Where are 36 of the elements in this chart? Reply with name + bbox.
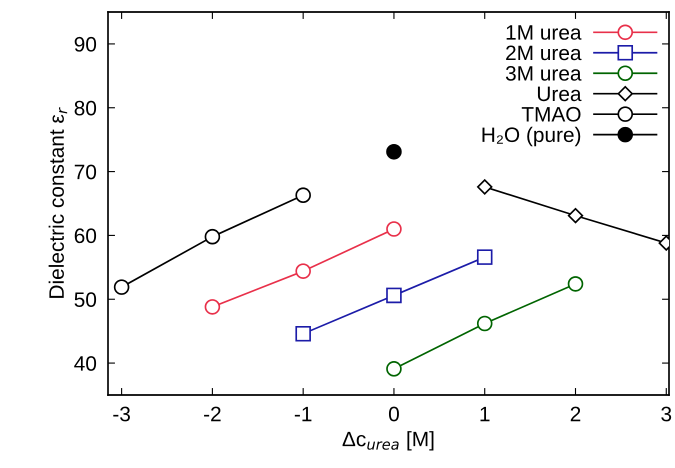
legend-label: 2M urea: [506, 46, 582, 60]
legend-label: TMAO: [522, 106, 581, 122]
point: [295, 263, 311, 279]
point: [386, 221, 402, 237]
point: [114, 279, 130, 295]
y-tick-label: 90: [74, 36, 96, 52]
point: [386, 288, 402, 304]
y-tick-label: 70: [74, 164, 96, 180]
point: [386, 144, 402, 160]
point: [568, 276, 584, 292]
point: [204, 299, 220, 315]
point: [476, 249, 493, 265]
x-tick-label: 0: [388, 406, 399, 422]
point: [476, 316, 493, 332]
y-tick-label: 50: [74, 292, 96, 308]
y-axis-title: Dielectric constant ε$_{r}$: [48, 107, 68, 298]
x-tick-label: -2: [204, 406, 221, 422]
y-tick-label: 80: [74, 100, 96, 116]
x-tick-label: -3: [113, 406, 130, 422]
x-tick-label: 1: [480, 406, 490, 422]
point: [204, 228, 220, 244]
point: [295, 187, 311, 203]
point: [295, 326, 311, 342]
x-tick-label: 2: [570, 406, 580, 422]
legend-label: 3M urea: [506, 66, 582, 81]
x-axis-title: Δc$_{urea}$ [M]: [342, 431, 434, 451]
x-tick-label: -1: [294, 406, 312, 422]
x-tick-label: 3: [661, 406, 672, 422]
point: [477, 179, 492, 195]
legend-label: H₂O (pure): [482, 126, 580, 146]
y-tick-label: 40: [74, 356, 96, 371]
point: [568, 208, 584, 224]
y-tick-label: 60: [74, 228, 96, 244]
legend-label: 1M urea: [506, 25, 582, 40]
legend-label: Urea: [538, 86, 582, 102]
point: [386, 361, 402, 377]
